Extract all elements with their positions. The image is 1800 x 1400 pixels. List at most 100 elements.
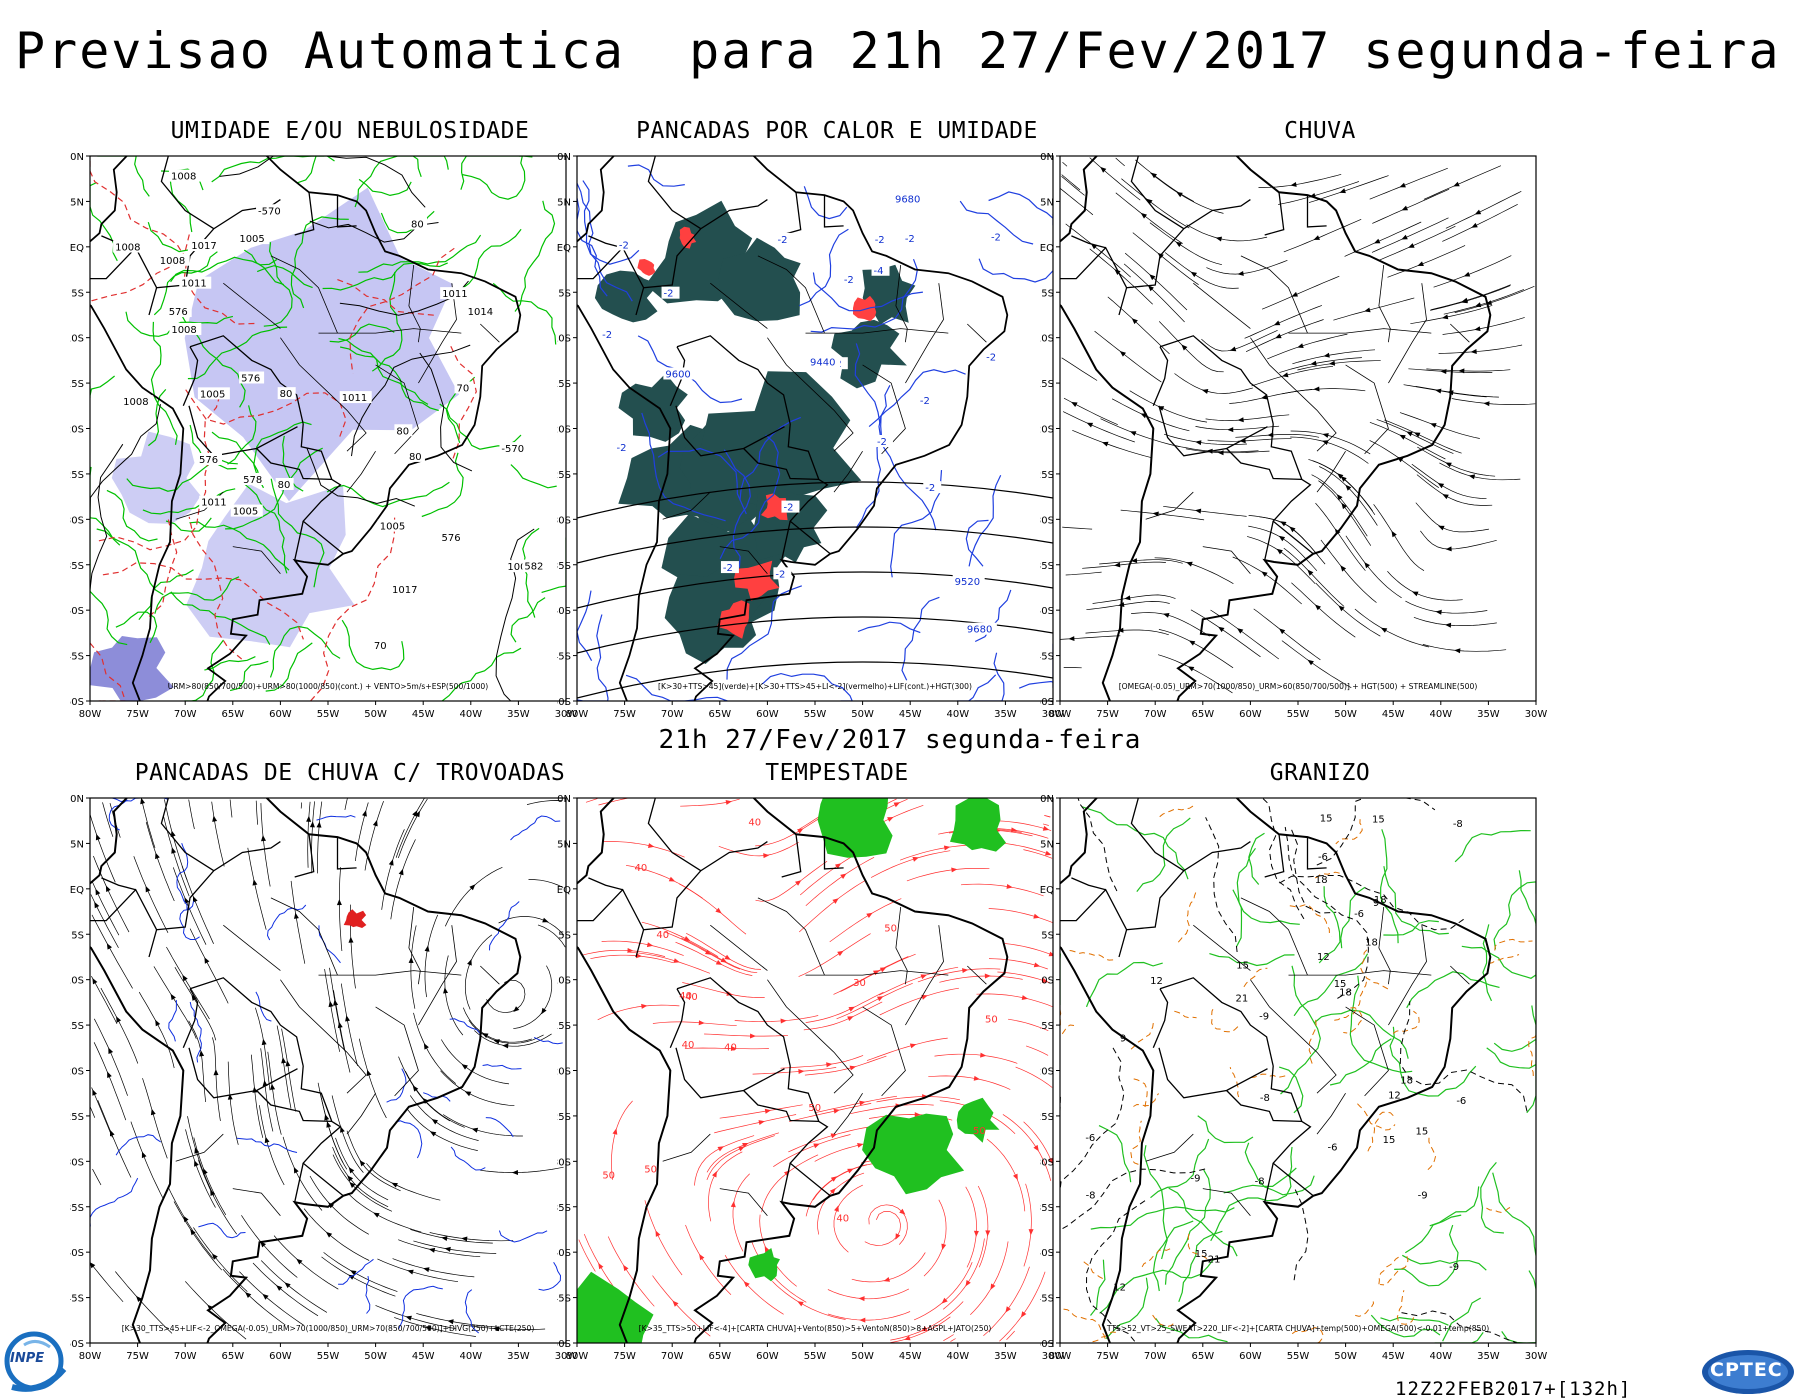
temperature-500-contour [1077, 798, 1141, 892]
streamline-arrow [1275, 333, 1282, 339]
streamline [1062, 162, 1068, 167]
temperature-contour [1210, 1146, 1293, 1242]
streamline [347, 1192, 422, 1233]
lifted-index-contour [988, 191, 1053, 226]
humidity-contour [189, 521, 290, 571]
lat-tick-label: 35S [557, 561, 571, 572]
map-trovoadas: 10N5NEQ5S10S15S20S25S30S35S40S45S50S80W7… [70, 794, 577, 1362]
wind-streamline [578, 1239, 596, 1272]
streamline-arrow [1068, 636, 1075, 641]
wind-streamline [803, 1001, 883, 1031]
temperature-contour [1461, 945, 1536, 979]
humidity-fill [90, 636, 174, 701]
lifted-index-contour [577, 590, 593, 661]
contour-label: 50 [973, 1126, 986, 1137]
thunderstorm-contour [510, 815, 561, 841]
streamline [1297, 360, 1381, 371]
streamline-arrow [798, 1069, 805, 1074]
thunderstorm-contour [498, 1230, 548, 1243]
temperature-contour [1293, 953, 1369, 1017]
streamline-arrow [720, 957, 727, 963]
map-content: 1008 1008 1011 576 576 1005 1008 1005 1008 576 100… [90, 156, 566, 701]
streamline [1411, 463, 1487, 500]
streamline [413, 1012, 457, 1084]
streamline [364, 800, 384, 871]
streamline [1229, 389, 1313, 404]
streamline [444, 866, 503, 927]
wind-streamline [704, 1033, 789, 1037]
contour-label: 70 [457, 383, 470, 394]
lat-tick-label: 5S [558, 930, 571, 941]
humidity-contour [341, 619, 405, 671]
streamline-arrow [985, 1230, 991, 1237]
contour-label: 1011 [442, 289, 467, 300]
temperature-contour [1370, 1314, 1441, 1338]
streamline [375, 1305, 457, 1330]
lat-tick-label: 25S [1040, 1112, 1054, 1123]
contour-label: 80 [409, 452, 422, 463]
state-border [280, 337, 348, 411]
country-border [1264, 1163, 1274, 1203]
temperature-contour [1380, 1316, 1449, 1326]
temperature-contour [1090, 1206, 1235, 1230]
state-border [1193, 924, 1251, 971]
wind-streamline [686, 932, 762, 970]
streamline-arrow [1237, 628, 1244, 634]
contour-label: 50 [985, 1014, 998, 1025]
streamline-arrow [105, 885, 111, 892]
coastline [90, 798, 522, 1343]
streamline-arrow [92, 1089, 97, 1096]
lat-tick-label: 10N [557, 794, 571, 805]
streamline [1278, 181, 1360, 205]
streamline [93, 1018, 128, 1096]
contour-label-bg [499, 442, 532, 455]
country-border [1159, 335, 1274, 425]
lon-tick-label: 50W [851, 1351, 874, 1362]
country-border [294, 1163, 304, 1203]
lat-tick-label: 15S [1040, 1021, 1054, 1032]
streamline-arrow [1364, 307, 1371, 313]
thunderstorm-contour [266, 904, 307, 941]
streamline-arrow [641, 1003, 648, 1009]
streamline [1373, 504, 1425, 571]
streamline-arrow [1440, 369, 1447, 374]
streamline-arrow [834, 1205, 839, 1212]
streamline [1163, 505, 1247, 517]
thunderstorm-contour [316, 814, 356, 821]
lat-tick-label: 10N [70, 152, 84, 163]
humidity-contour [421, 452, 464, 518]
streamline [340, 983, 358, 1066]
streamline [188, 1020, 207, 1103]
wind-streamline [1044, 815, 1051, 818]
wind-streamline [706, 1135, 775, 1181]
temperature-contour [1136, 817, 1191, 892]
humidity-contour [263, 242, 293, 327]
humidity-contour [290, 216, 349, 309]
streamline [92, 1168, 102, 1186]
temperature-contour [1501, 1270, 1536, 1343]
lon-tick-label: 60W [269, 1351, 292, 1362]
streamline [1279, 357, 1362, 373]
thickness-contour [98, 389, 222, 551]
omega-contour [1396, 1290, 1415, 1325]
streamline [91, 1087, 113, 1138]
contour-label: 21 [1236, 994, 1249, 1005]
lon-tick-label: 80W [1049, 709, 1072, 720]
thickness-contour [102, 562, 304, 640]
state-border [1345, 364, 1389, 455]
streamline-arrow [847, 1016, 854, 1021]
streamline-arrow [182, 974, 188, 982]
lon-tick-label: 65W [1191, 1351, 1214, 1362]
temperature-contour [1244, 1142, 1315, 1196]
country-border [182, 988, 199, 1049]
instability-fill [718, 237, 801, 322]
streamline [1292, 349, 1376, 365]
contour-label-bg [616, 238, 635, 251]
streamline-arrow [362, 810, 367, 817]
wind-streamline [988, 958, 1048, 970]
streamline-arrow [1190, 271, 1197, 278]
streamline-arrow [1483, 401, 1490, 407]
streamline-arrow [1033, 962, 1041, 968]
state-border [1145, 491, 1194, 520]
omega-contour [1289, 904, 1333, 937]
